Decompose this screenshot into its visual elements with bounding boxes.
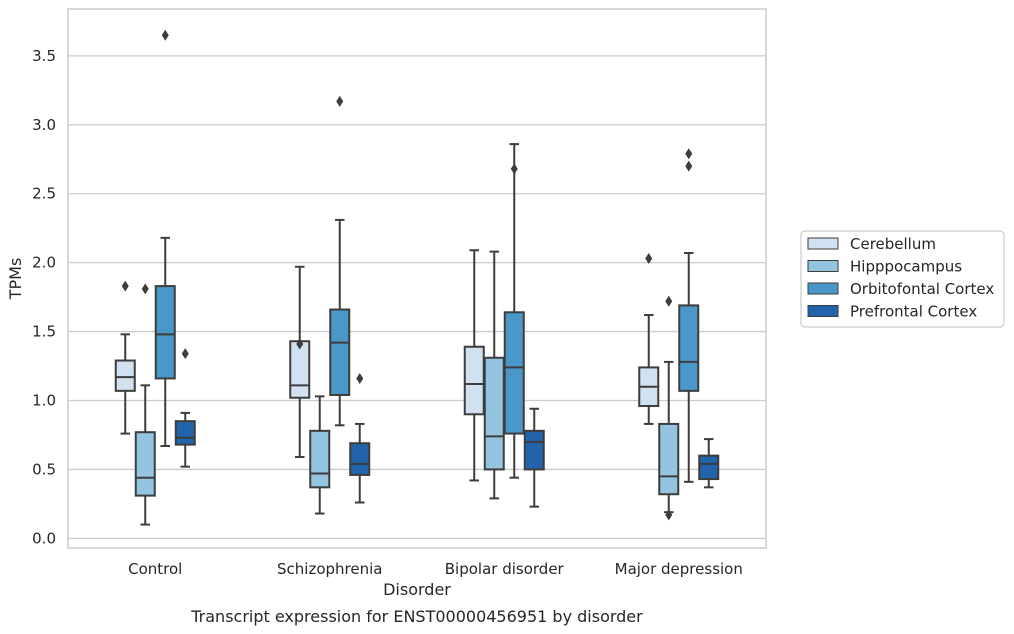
x-axis-ticks: Control Schizophrenia Bipolar disorder Majo…	[128, 560, 743, 578]
box-iqr	[523, 429, 545, 471]
outlier-marker	[510, 163, 518, 175]
x-tick-label: Major depression	[615, 560, 743, 578]
box-0-3	[638, 253, 660, 425]
legend-label: Orbitofontal Cortex	[850, 280, 994, 298]
legend-swatch	[807, 282, 839, 295]
outlier-marker	[665, 295, 673, 307]
box-0-2	[463, 249, 485, 482]
box-iqr	[134, 431, 156, 497]
box-iqr	[329, 308, 351, 396]
outlier-marker	[121, 280, 129, 292]
figure-caption: Transcript expression for ENST0000045695…	[190, 607, 643, 626]
x-tick-label: Bipolar disorder	[445, 560, 565, 578]
box-iqr	[289, 340, 311, 399]
box-0-1	[289, 265, 311, 459]
legend-swatch	[807, 260, 839, 272]
box-iqr	[678, 304, 700, 392]
box-iqr	[483, 356, 505, 471]
box-3-1	[349, 372, 371, 504]
y-tick-label: 1.0	[32, 391, 56, 409]
y-tick-label: 3.5	[32, 47, 56, 65]
y-tick-label: 0.0	[32, 529, 56, 547]
box-0-0	[114, 280, 136, 435]
outlier-marker	[645, 253, 653, 265]
plot-frame	[67, 8, 767, 549]
box-1-2	[483, 250, 505, 500]
outlier-marker	[161, 29, 169, 41]
legend-frame	[800, 230, 1005, 328]
box-iqr	[154, 285, 176, 380]
outlier-marker	[356, 372, 364, 384]
outlier-marker	[685, 148, 693, 160]
outlier-marker	[665, 509, 673, 521]
x-tick-label: Schizophrenia	[277, 560, 382, 578]
gridlines	[68, 55, 766, 540]
box-iqr	[658, 422, 680, 496]
x-tick-label: Control	[128, 560, 182, 578]
x-axis-title: Disorder	[383, 580, 451, 599]
box-2-0	[154, 29, 176, 447]
box-iqr	[349, 442, 371, 476]
box-iqr	[174, 420, 196, 446]
y-axis-title: TPMs	[6, 258, 25, 301]
box-3-3	[698, 438, 720, 489]
y-tick-label: 3.0	[32, 116, 56, 134]
outlier-marker	[685, 160, 693, 172]
box-2-1	[329, 95, 351, 427]
box-2-2	[503, 143, 525, 479]
box-iqr	[114, 359, 136, 392]
outlier-marker	[141, 283, 149, 295]
box-iqr	[463, 345, 485, 416]
y-axis-ticks: 0.0 0.5 1.0 1.5 2.0 2.5 3.0 3.5	[32, 47, 56, 547]
box-2-3	[678, 148, 700, 483]
outlier-marker	[296, 338, 304, 350]
box-1-3	[658, 295, 680, 521]
box-3-0	[174, 348, 196, 468]
legend-swatch	[807, 237, 839, 250]
outlier-marker	[181, 348, 189, 360]
box-iqr	[503, 311, 525, 435]
legend-swatch	[807, 305, 839, 317]
box-iqr	[698, 454, 720, 481]
legend-label: Prefrontal Cortex	[850, 303, 977, 321]
y-tick-label: 0.5	[32, 460, 56, 478]
y-tick-label: 2.5	[32, 185, 56, 203]
legend-label: Cerebellum	[850, 235, 936, 253]
y-tick-label: 1.5	[32, 323, 56, 341]
box-plot-area	[114, 29, 720, 526]
legend: Cerebellum Hipppocampus Orbitofontal Corte…	[800, 230, 1005, 328]
box-3-2	[523, 407, 545, 508]
box-1-0	[134, 283, 156, 526]
box-1-1	[309, 395, 331, 515]
y-tick-label: 2.0	[32, 254, 56, 272]
legend-label: Hipppocampus	[850, 258, 962, 276]
box-iqr	[309, 429, 331, 489]
outlier-marker	[336, 95, 344, 107]
